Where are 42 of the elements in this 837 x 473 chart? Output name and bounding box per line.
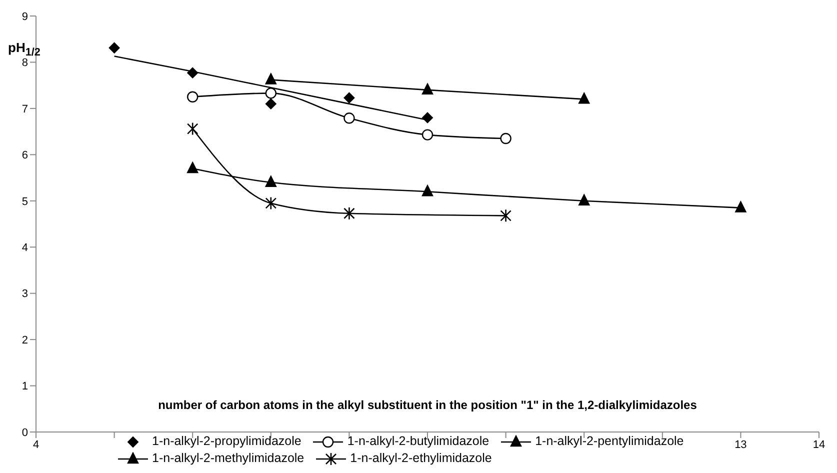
point (344, 112, 355, 124)
point (187, 91, 198, 102)
y-tick-label: 4 (22, 242, 28, 254)
point (422, 83, 434, 95)
point (344, 92, 355, 104)
point (186, 122, 198, 136)
point (422, 185, 434, 196)
point (500, 209, 512, 222)
point (108, 42, 120, 54)
y-tick-label: 9 (22, 10, 28, 23)
point (500, 132, 512, 144)
y-tick-label: 1 (22, 380, 28, 393)
point (187, 162, 198, 174)
point (422, 112, 433, 124)
x-axis-title: number of carbon atoms in the alkyl substituent in the position "1" in the 1,2-dialkylimidazoles (157, 398, 698, 412)
legend-label: 1-n-alkyl-2-propylimidazole (151, 433, 302, 450)
y-axis-title: pH$_{1/2}$ (8, 40, 40, 59)
x-tick-label: 14 (812, 438, 826, 451)
y-tick-label: 3 (22, 288, 28, 300)
x-tick-label: 13 (734, 438, 747, 451)
point (265, 176, 276, 187)
legend-label: 1-n-alkyl-2-ethylimidazole (349, 450, 492, 467)
point (265, 73, 276, 84)
point (187, 67, 198, 78)
point (265, 196, 277, 210)
point (578, 194, 590, 206)
point (265, 88, 276, 99)
x-tick-label: 4 (32, 438, 40, 451)
y-tick-label: 7 (22, 103, 28, 116)
point (344, 206, 355, 220)
y-tick-label: 0 (22, 426, 28, 439)
y-tick-label: 2 (22, 334, 28, 346)
point (578, 92, 590, 104)
y-tick-label: 6 (22, 150, 28, 162)
point (422, 129, 434, 140)
legend-label: 1-n-alkyl-2-butylimidazole (346, 433, 490, 450)
point (265, 98, 276, 110)
legend-label: 1-n-alkyl-2-pentylimidazole (534, 433, 684, 450)
y-tick-label: 8 (22, 57, 28, 70)
point (735, 201, 746, 212)
y-tick-label: 5 (22, 196, 28, 208)
legend-label: 1-n-alkyl-2-methylimidazole (151, 450, 304, 467)
